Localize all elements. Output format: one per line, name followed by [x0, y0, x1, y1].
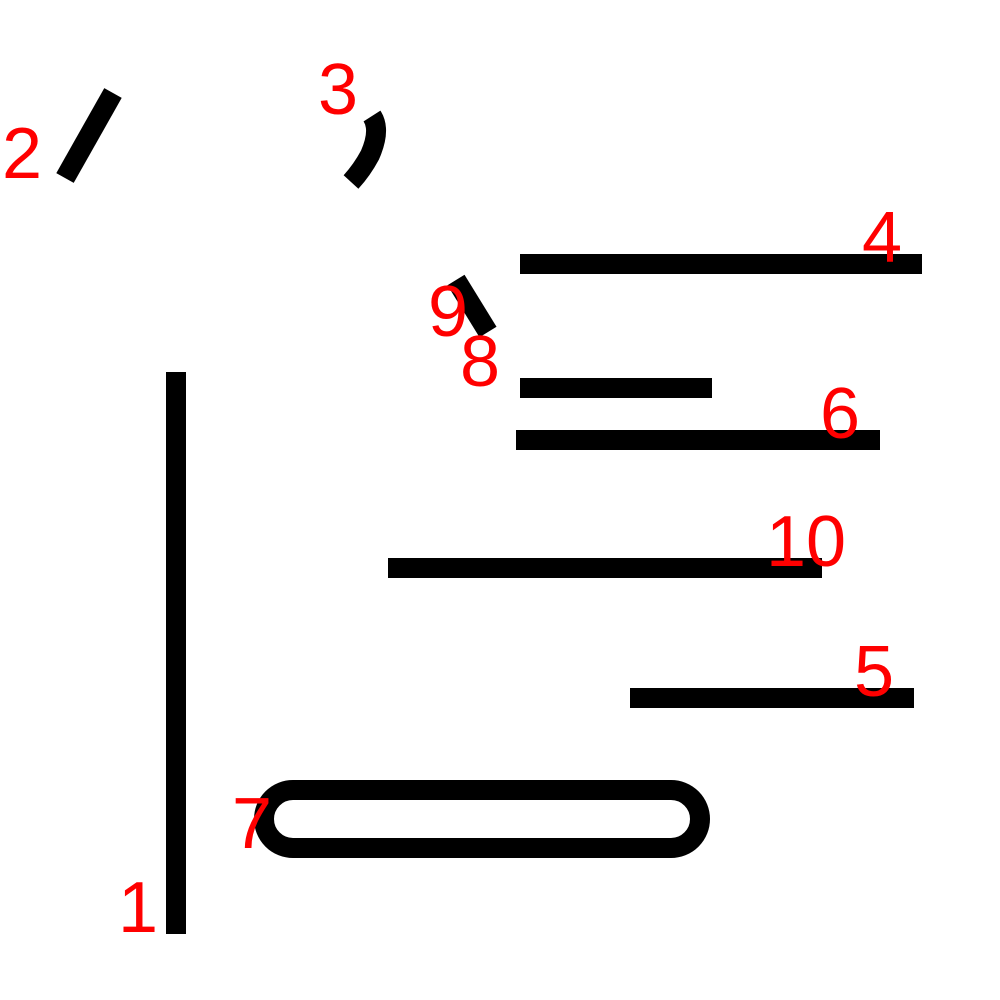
stroke-7 — [264, 790, 700, 848]
stroke-2 — [65, 93, 113, 178]
label-7: 7 — [232, 784, 272, 864]
label-5: 5 — [854, 632, 894, 712]
label-2: 2 — [2, 114, 42, 194]
label-4: 4 — [862, 198, 902, 278]
label-1: 1 — [118, 868, 158, 948]
label-10: 10 — [766, 502, 846, 582]
label-3: 3 — [318, 50, 358, 130]
label-9: 9 — [428, 272, 468, 352]
label-6: 6 — [820, 374, 860, 454]
